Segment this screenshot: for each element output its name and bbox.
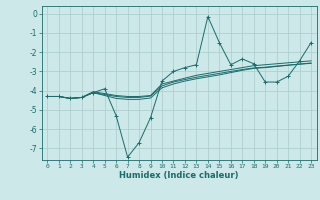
X-axis label: Humidex (Indice chaleur): Humidex (Indice chaleur) <box>119 171 239 180</box>
